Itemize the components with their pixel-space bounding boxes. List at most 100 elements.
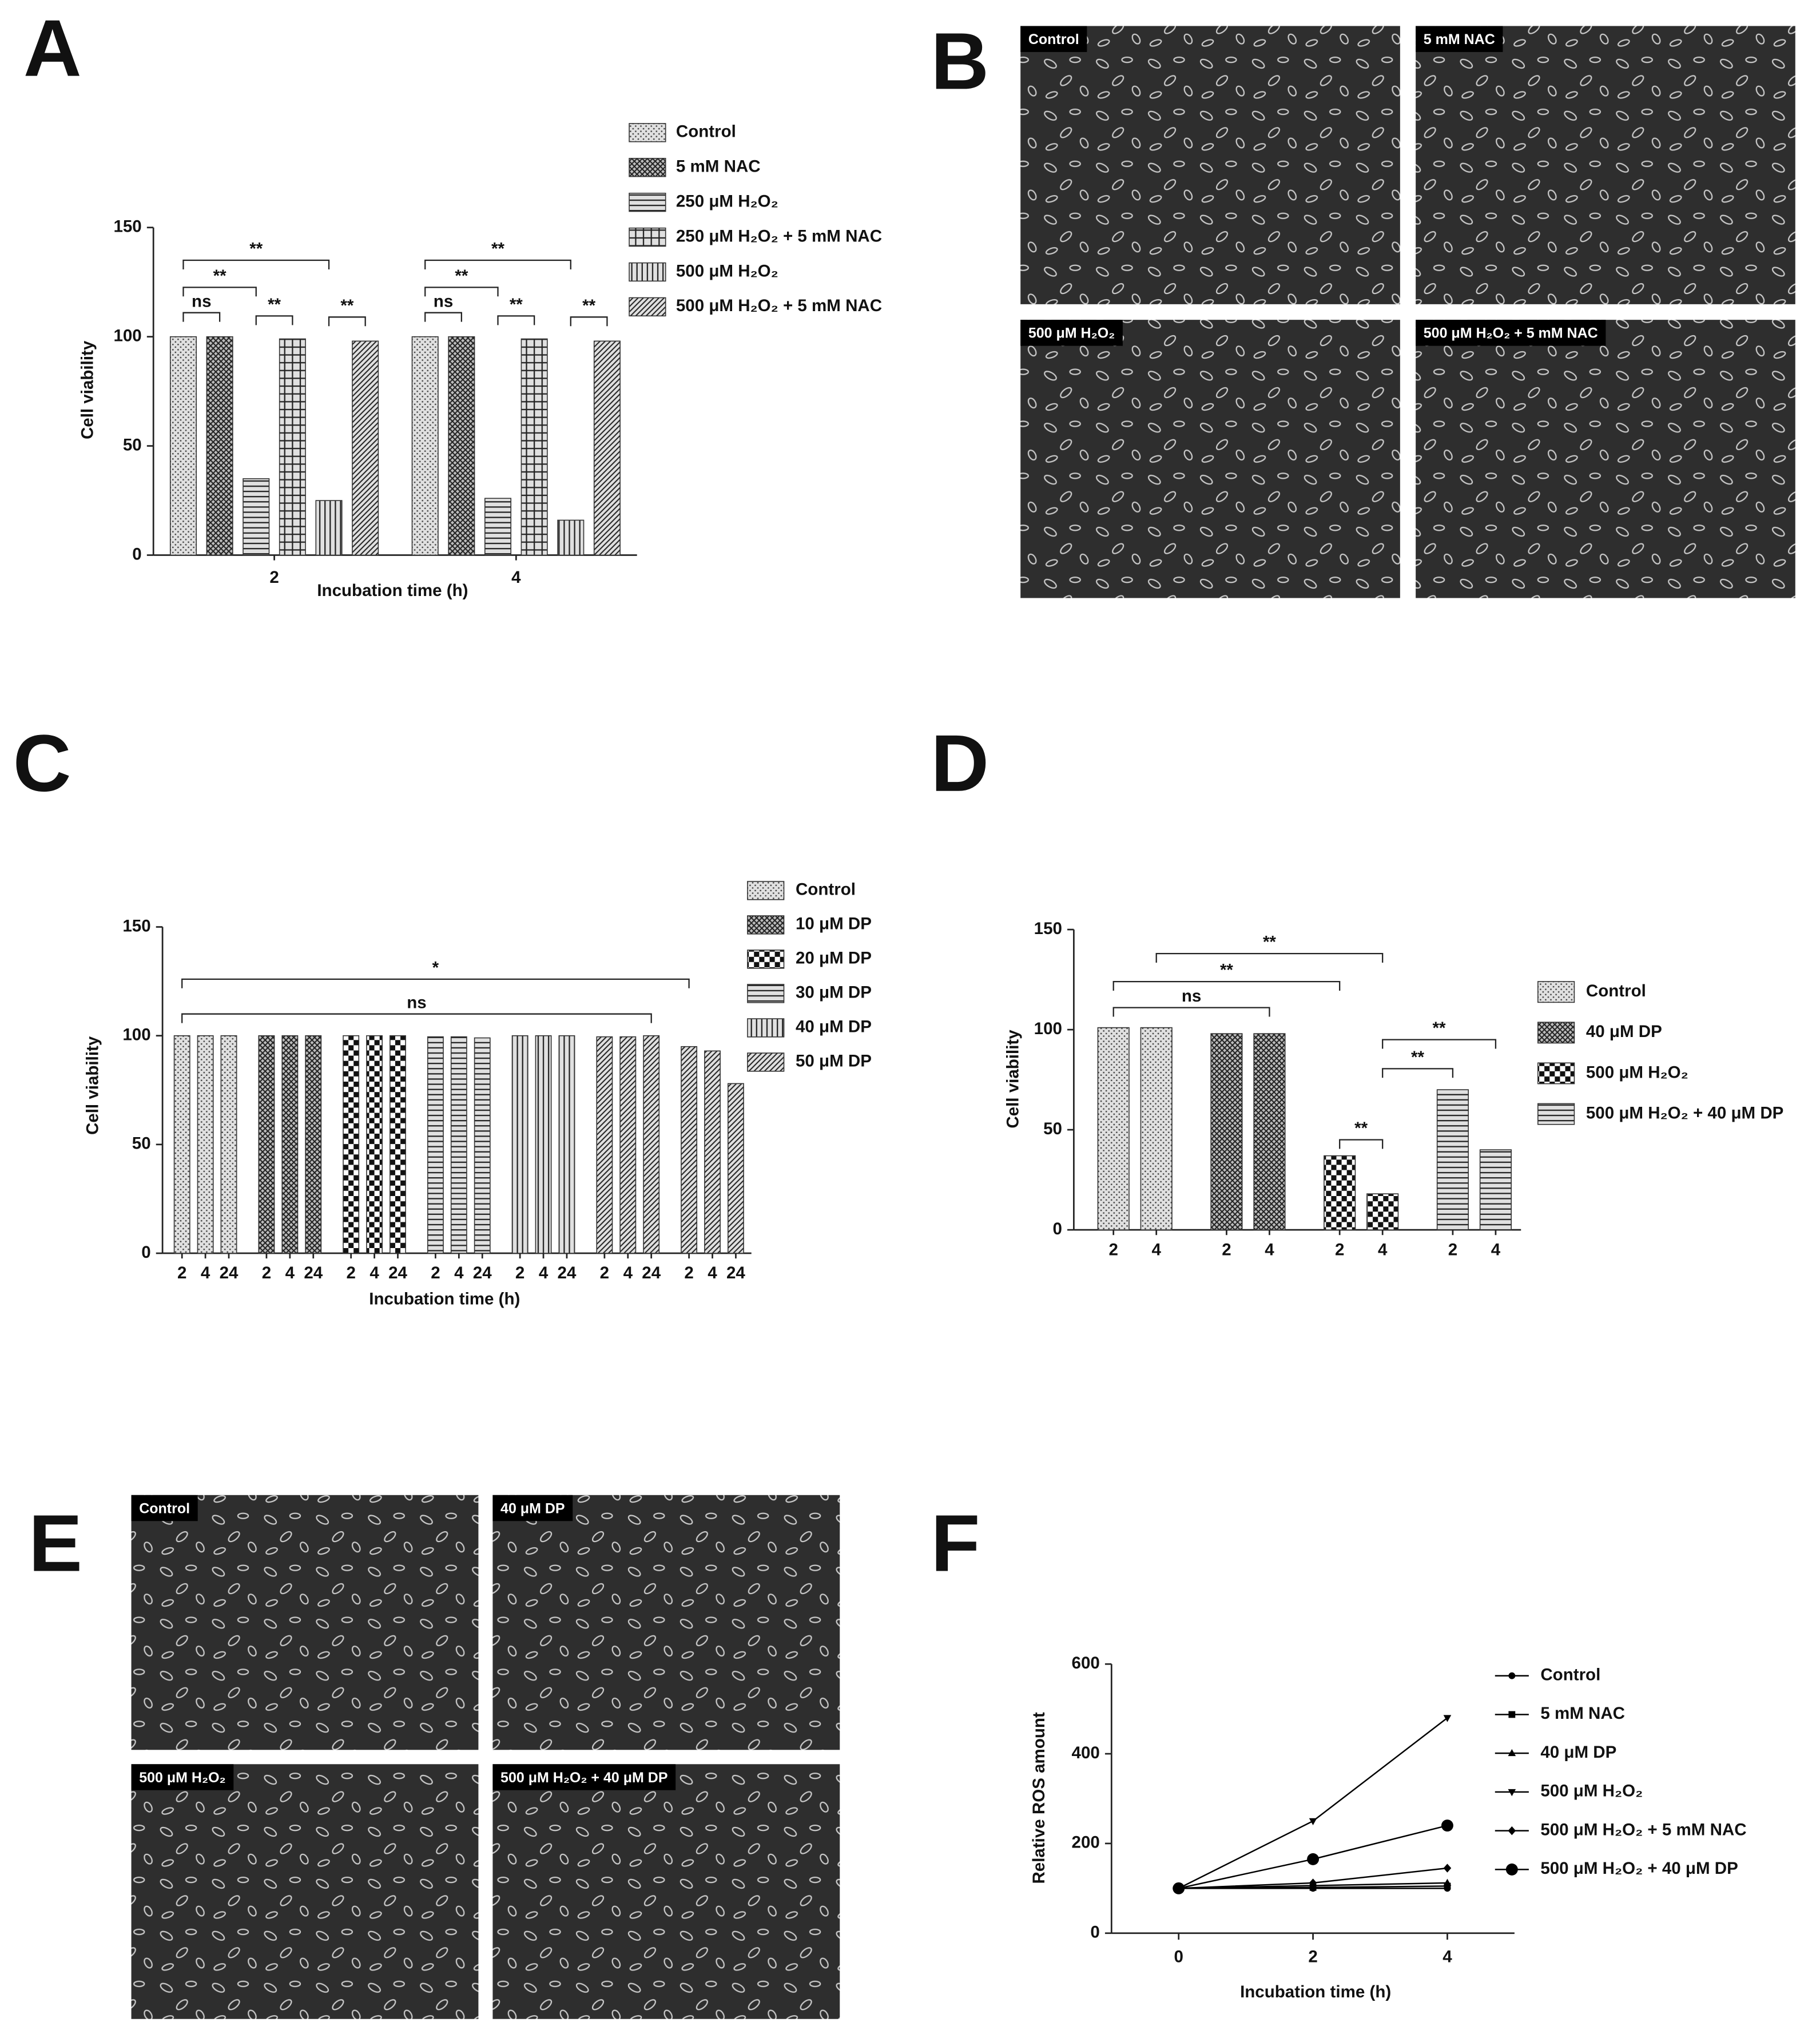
- bar: [1140, 1027, 1173, 1230]
- x-tick-label: 4: [201, 1264, 210, 1282]
- marker: [1309, 1818, 1317, 1825]
- panel-letter: D: [931, 718, 989, 808]
- bar: [450, 1036, 467, 1254]
- legend-label: Control: [1586, 982, 1646, 1000]
- micrograph: [1416, 26, 1795, 304]
- legend-label: Control: [796, 880, 856, 899]
- caption: 500 μM H₂O₂ + 40 μM DP: [500, 1770, 667, 1786]
- legend-marker: [1508, 1711, 1516, 1718]
- caption: 500 μM H₂O₂: [139, 1770, 225, 1786]
- caption-bg: [131, 1495, 198, 1521]
- significance-bracket: [570, 316, 608, 327]
- micrograph: [492, 1495, 840, 1750]
- legend-label: 30 μM DP: [796, 983, 872, 1002]
- x-tick-label: 4: [1378, 1240, 1388, 1259]
- caption-bg: [1020, 320, 1123, 346]
- bar: [1324, 1155, 1356, 1230]
- bar: [1479, 1149, 1512, 1230]
- bar: [281, 1035, 299, 1254]
- caption-bg: [1020, 26, 1087, 52]
- legend-marker: [1508, 1789, 1516, 1797]
- caption-bg: [131, 1764, 234, 1790]
- y-tick-label: 600: [1072, 1654, 1100, 1672]
- legend-swatch: [747, 1052, 785, 1072]
- y-tick-label: 0: [141, 1243, 150, 1262]
- legend-label: 500 μM H₂O₂ + 5 mM NAC: [676, 296, 882, 315]
- x-axis-title: Incubation time (h): [1240, 1983, 1391, 2001]
- legend-marker: [1508, 1826, 1516, 1836]
- bar: [390, 1035, 406, 1254]
- legend-label: Control: [1540, 1666, 1600, 1685]
- legend-swatch: [747, 950, 785, 969]
- legend-swatch: [747, 881, 785, 900]
- x-tick-label: 4: [369, 1264, 379, 1282]
- legend-marker: [1505, 1863, 1518, 1876]
- legend-label: 500 μM H₂O₂ + 40 μM DP: [1586, 1103, 1784, 1122]
- bar: [427, 1036, 444, 1254]
- panel-letter: A: [23, 3, 82, 93]
- x-tick-label: 24: [558, 1264, 577, 1282]
- marker: [1307, 1853, 1320, 1865]
- caption: Control: [1028, 31, 1079, 47]
- significance-bracket: [328, 316, 366, 327]
- significance-label: **: [582, 296, 595, 315]
- significance-label: ns: [434, 292, 453, 311]
- marker: [1441, 1819, 1453, 1832]
- y-axis-title: Cell viability: [83, 1036, 102, 1135]
- significance-label: **: [1263, 933, 1276, 952]
- legend-label: 10 μM DP: [796, 915, 872, 933]
- x-tick-label: 2: [177, 1264, 186, 1282]
- significance-label: **: [510, 295, 523, 314]
- micrograph: [492, 1764, 840, 2019]
- bar: [484, 498, 512, 556]
- y-tick-label: 50: [1043, 1119, 1062, 1138]
- marker: [1173, 1882, 1185, 1894]
- bar: [643, 1035, 660, 1254]
- significance-label: **: [340, 296, 353, 315]
- x-tick-label: 4: [1491, 1240, 1501, 1259]
- significance-bracket: [1155, 952, 1384, 963]
- significance-label: **: [1433, 1019, 1446, 1038]
- significance-bracket: [181, 1013, 652, 1023]
- bar: [258, 1035, 275, 1254]
- x-tick-label: 4: [623, 1264, 633, 1282]
- bar: [511, 1035, 528, 1254]
- significance-label: **: [1411, 1048, 1424, 1067]
- y-tick-label: 0: [1090, 1923, 1099, 1942]
- bar: [315, 500, 343, 556]
- micrograph: [1020, 26, 1400, 304]
- significance-label: **: [268, 295, 281, 314]
- caption: 500 μM H₂O₂: [1028, 325, 1115, 341]
- caption-bg: [492, 1764, 676, 1790]
- marker: [1443, 1878, 1452, 1886]
- x-tick-label: 24: [220, 1264, 239, 1282]
- legend-label: 5 mM NAC: [676, 157, 761, 176]
- bar: [243, 478, 270, 556]
- legend-swatch: [747, 915, 785, 935]
- legend-swatch: [629, 262, 666, 282]
- x-tick-label: 4: [708, 1264, 717, 1282]
- legend-swatch: [629, 297, 666, 317]
- bar: [619, 1036, 637, 1254]
- micrograph: [1416, 320, 1795, 598]
- legend-label: 500 μM H₂O₂ + 5 mM NAC: [1540, 1820, 1746, 1839]
- legend-label: 500 μM H₂O₂: [1586, 1063, 1688, 1082]
- bar: [596, 1036, 613, 1254]
- y-tick-label: 200: [1072, 1833, 1100, 1852]
- legend-label: 40 μM DP: [1586, 1022, 1662, 1041]
- significance-label: **: [1220, 961, 1233, 980]
- legend-label: Control: [676, 122, 736, 141]
- x-tick-label: 2: [1222, 1240, 1231, 1259]
- x-tick-label: 24: [304, 1264, 323, 1282]
- significance-bracket: [1339, 1139, 1384, 1149]
- significance-bracket: [182, 259, 330, 269]
- bar: [1253, 1033, 1286, 1230]
- panel-letter: E: [29, 1497, 82, 1588]
- significance-bracket: [424, 287, 499, 297]
- bar: [704, 1050, 721, 1254]
- legend-label: 500 μM H₂O₂ + 40 μM DP: [1540, 1859, 1738, 1878]
- significance-bracket: [181, 978, 690, 988]
- x-tick-label: 24: [473, 1264, 492, 1282]
- y-tick-label: 100: [122, 1026, 150, 1044]
- panel-letter: C: [13, 718, 71, 808]
